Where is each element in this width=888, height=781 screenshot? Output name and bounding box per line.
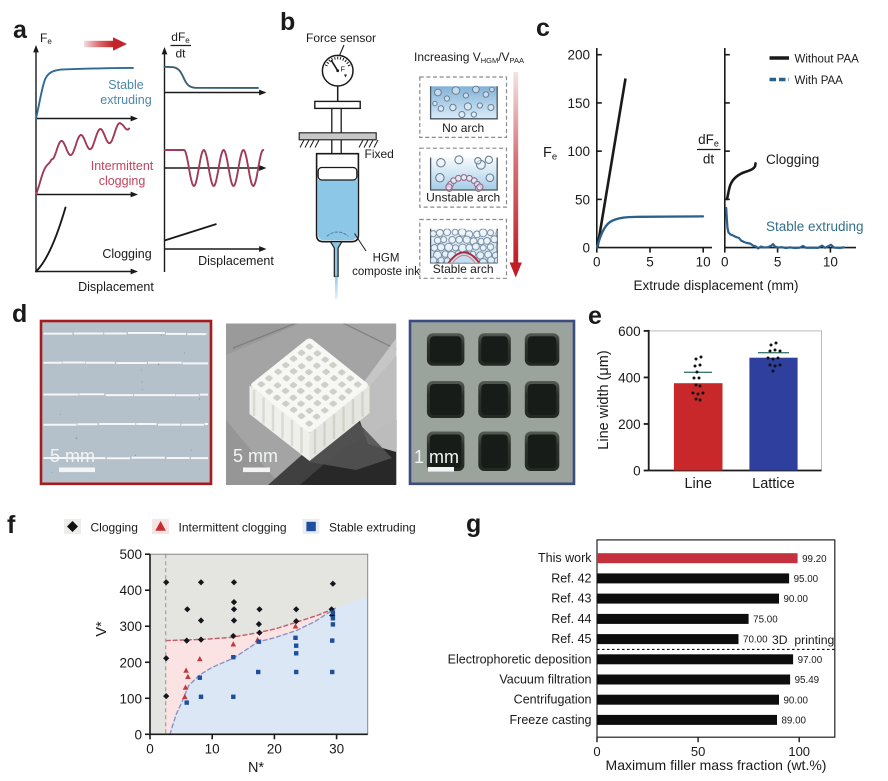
svg-text:g: g	[466, 510, 481, 538]
svg-text:Ref. 45: Ref. 45	[551, 632, 591, 646]
svg-text:e: e	[588, 302, 602, 330]
svg-text:Intermittent: Intermittent	[91, 159, 154, 173]
svg-text:Centrifugation: Centrifugation	[514, 693, 592, 707]
svg-text:0: 0	[593, 744, 600, 759]
svg-text:0: 0	[593, 255, 601, 270]
svg-text:200: 200	[618, 417, 641, 432]
svg-text:95.00: 95.00	[794, 574, 819, 585]
svg-text:Line: Line	[684, 476, 711, 492]
svg-text:Displacement: Displacement	[78, 280, 154, 294]
svg-text:1 mm: 1 mm	[414, 447, 459, 467]
svg-text:dt: dt	[175, 47, 186, 61]
svg-text:89.00: 89.00	[781, 716, 806, 727]
svg-text:Ref. 42: Ref. 42	[551, 571, 591, 585]
svg-text:composte ink: composte ink	[352, 266, 420, 278]
svg-text:400: 400	[618, 370, 641, 385]
svg-text:200: 200	[567, 48, 590, 63]
svg-text:200: 200	[119, 655, 142, 670]
svg-text:dFe: dFe	[698, 132, 719, 149]
svg-text:V*: V*	[94, 621, 110, 637]
svg-text:70.00: 70.00	[743, 635, 768, 646]
svg-text:clogging: clogging	[99, 174, 146, 188]
svg-text:10: 10	[696, 255, 711, 270]
svg-text:Clogging: Clogging	[91, 521, 138, 535]
svg-text:c: c	[536, 14, 550, 42]
svg-text:Unstable arch: Unstable arch	[426, 191, 500, 205]
svg-text:a: a	[13, 16, 28, 44]
svg-text:F: F	[341, 65, 346, 74]
svg-text:300: 300	[119, 619, 142, 634]
svg-text:90.00: 90.00	[783, 594, 808, 605]
svg-text:N*: N*	[248, 760, 264, 776]
svg-text:100: 100	[119, 691, 142, 706]
svg-text:Ref. 43: Ref. 43	[551, 592, 591, 606]
svg-text:600: 600	[618, 324, 641, 339]
svg-text:5: 5	[646, 255, 654, 270]
svg-text:Clogging: Clogging	[102, 247, 151, 261]
svg-text:0: 0	[582, 241, 590, 256]
svg-text:50: 50	[691, 744, 705, 759]
svg-text:5: 5	[774, 255, 782, 270]
svg-text:Stable arch: Stable arch	[433, 262, 494, 276]
svg-text:100: 100	[567, 144, 590, 159]
svg-text:3D printing: 3D printing	[772, 633, 834, 647]
svg-text:Intermittent clogging: Intermittent clogging	[179, 521, 287, 535]
svg-text:30: 30	[329, 741, 344, 756]
svg-text:With PAA: With PAA	[795, 75, 844, 87]
svg-text:90.00: 90.00	[783, 695, 808, 706]
svg-text:10: 10	[205, 741, 220, 756]
svg-text:f: f	[7, 511, 16, 539]
svg-text:500: 500	[119, 547, 142, 562]
svg-text:20: 20	[267, 741, 282, 756]
svg-text:0: 0	[134, 727, 142, 742]
svg-text:dt: dt	[703, 152, 715, 167]
svg-text:400: 400	[119, 583, 142, 598]
svg-text:Stable: Stable	[108, 78, 143, 92]
svg-text:Line width (μm): Line width (μm)	[596, 350, 612, 449]
svg-text:Ref. 44: Ref. 44	[551, 612, 591, 626]
svg-text:Lattice: Lattice	[752, 476, 795, 492]
svg-text:Without PAA: Without PAA	[795, 54, 860, 66]
svg-text:extruding: extruding	[100, 93, 151, 107]
svg-text:Extrude displacement (mm): Extrude displacement (mm)	[633, 278, 798, 293]
svg-text:0: 0	[721, 255, 729, 270]
svg-text:HGM: HGM	[373, 253, 400, 265]
svg-text:5 mm: 5 mm	[233, 446, 278, 466]
svg-text:Increasing VHGM/VPAA: Increasing VHGM/VPAA	[414, 50, 524, 65]
svg-text:d: d	[12, 300, 27, 328]
svg-text:0: 0	[146, 741, 154, 756]
svg-text:Maximum filler mass fraction (: Maximum filler mass fraction (wt.%)	[606, 757, 827, 773]
svg-text:Force sensor: Force sensor	[306, 31, 376, 45]
svg-text:b: b	[280, 8, 295, 36]
svg-text:Stable extruding: Stable extruding	[329, 521, 416, 535]
svg-text:99.20: 99.20	[802, 554, 827, 565]
svg-text:Clogging: Clogging	[766, 152, 819, 167]
svg-text:97.00: 97.00	[798, 655, 823, 666]
svg-text:5 mm: 5 mm	[50, 446, 95, 466]
svg-text:Displacement: Displacement	[198, 254, 274, 268]
svg-text:Vacuum filtration: Vacuum filtration	[499, 673, 591, 687]
svg-text:Freeze casting: Freeze casting	[510, 713, 592, 727]
svg-text:Electrophoretic deposition: Electrophoretic deposition	[448, 652, 592, 666]
svg-text:150: 150	[567, 96, 590, 111]
svg-text:100: 100	[788, 744, 810, 759]
svg-text:0: 0	[633, 464, 641, 479]
svg-text:Fixed: Fixed	[365, 147, 394, 161]
svg-text:50: 50	[575, 192, 590, 207]
svg-text:10: 10	[823, 255, 838, 270]
svg-text:This work: This work	[538, 551, 592, 565]
svg-text:75.00: 75.00	[753, 615, 778, 626]
svg-text:Stable extruding: Stable extruding	[766, 219, 864, 234]
svg-text:No arch: No arch	[442, 121, 484, 135]
svg-text:95.49: 95.49	[795, 675, 820, 686]
